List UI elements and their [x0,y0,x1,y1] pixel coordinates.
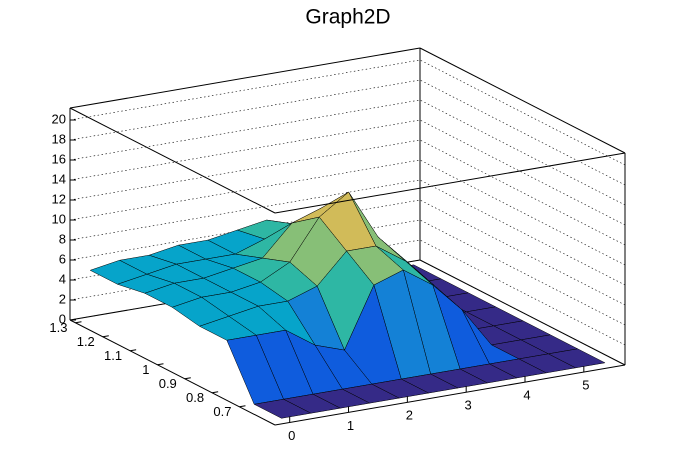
y-tick-label: 1 [142,362,149,377]
z-tick-label: 6 [59,251,66,266]
x-tick-label: 4 [523,388,530,403]
grid-line [69,159,626,266]
z-tick-label: 8 [59,231,66,246]
y-tick-label: 1.2 [77,334,95,349]
y-tick [157,363,164,366]
z-tick-label: 2 [59,291,66,306]
box-edge [69,47,421,109]
z-tick-label: 14 [52,171,66,186]
grid-line [69,119,626,226]
box-edge [419,259,626,366]
x-tick-label: 1 [347,418,354,433]
x-tick-label: 3 [465,398,472,413]
y-tick [212,391,219,394]
grid-line [69,219,626,326]
z-tick-label: 20 [52,111,66,126]
z-tick-label: 0 [59,311,66,326]
y-tick [184,377,191,380]
box-edge [419,47,626,154]
z-tick-label: 18 [52,131,66,146]
y-tick [130,349,137,352]
grid-line [69,179,626,286]
z-tick-label: 10 [52,211,66,226]
box-edge [69,107,276,214]
y-tick [102,335,109,338]
grid-line [69,139,626,246]
y-tick [75,321,82,324]
grid-line [69,239,626,346]
y-axis [69,319,276,426]
y-tick-label: 0.8 [186,390,204,405]
y-tick-label: 1.1 [104,348,122,363]
x-axis [274,364,626,426]
grid-line [69,79,626,186]
grid-line [69,199,626,306]
z-tick-label: 12 [52,191,66,206]
chart-title: Graph2D [305,6,390,29]
y-tick [239,405,246,408]
z-tick-label: 16 [52,151,66,166]
surface-cell [253,398,312,419]
z-tick-label: 4 [59,271,66,286]
x-tick-label: 0 [288,428,295,443]
y-tick-label: 0.9 [159,376,177,391]
grid-line [69,59,626,166]
grid-line [69,99,626,206]
x-tick-label: 2 [406,408,413,423]
y-tick-label: 1.3 [49,320,67,335]
box-edge [274,152,626,214]
x-tick-label: 5 [582,377,589,392]
y-tick-label: 0.7 [213,404,231,419]
